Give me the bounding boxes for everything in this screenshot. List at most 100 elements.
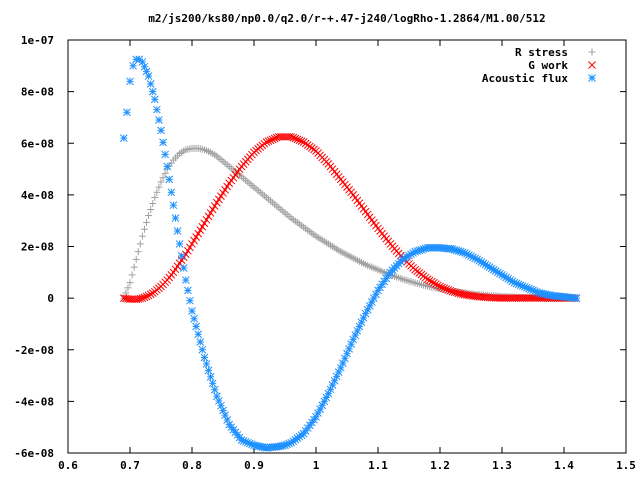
data-point bbox=[200, 353, 209, 362]
data-point bbox=[297, 137, 306, 145]
data-point bbox=[124, 284, 132, 292]
series-r-stress bbox=[120, 144, 580, 302]
data-point bbox=[293, 135, 302, 144]
data-point bbox=[186, 243, 194, 252]
data-point bbox=[262, 138, 271, 146]
data-point bbox=[436, 282, 444, 291]
data-point bbox=[161, 150, 169, 159]
data-point bbox=[134, 248, 142, 256]
data-point bbox=[173, 227, 182, 235]
data-point bbox=[444, 286, 453, 294]
data-point bbox=[186, 296, 194, 305]
data-point bbox=[204, 366, 213, 375]
data-point bbox=[153, 105, 161, 114]
data-point bbox=[138, 232, 146, 240]
x-tick-label: 0.8 bbox=[182, 459, 202, 472]
x-tick-label: 0.7 bbox=[120, 459, 140, 472]
data-point bbox=[159, 138, 167, 147]
data-point bbox=[429, 279, 438, 287]
x-tick-label: 0.6 bbox=[58, 459, 78, 472]
legend-label: Acoustic flux bbox=[482, 72, 568, 85]
legend-marker bbox=[588, 61, 596, 69]
legend-marker bbox=[588, 74, 596, 82]
data-point bbox=[341, 354, 349, 363]
x-tick-label: 0.9 bbox=[244, 459, 264, 472]
data-point bbox=[151, 193, 159, 201]
data-point bbox=[161, 169, 169, 177]
data-point bbox=[159, 174, 167, 182]
data-point bbox=[268, 135, 277, 144]
data-point bbox=[140, 225, 148, 233]
x-tick-label: 1.2 bbox=[430, 459, 450, 472]
x-axis: 0.6 0.7 0.8 0.9 1 1.1 1.2 1.3 1.4 1.5 bbox=[58, 40, 636, 472]
data-point bbox=[147, 206, 155, 214]
data-point bbox=[361, 309, 370, 318]
y-tick-label: 8e-08 bbox=[21, 86, 54, 99]
y-tick-label: 6e-08 bbox=[21, 137, 54, 150]
data-point bbox=[291, 134, 300, 143]
data-point bbox=[427, 277, 436, 286]
data-point bbox=[146, 80, 155, 88]
y-tick-label: 4e-08 bbox=[21, 189, 54, 202]
data-point bbox=[148, 289, 157, 297]
data-point bbox=[130, 263, 138, 271]
data-point bbox=[264, 137, 273, 145]
x-tick-label: 1 bbox=[313, 459, 320, 472]
chart-title: m2/js200/ks80/np0.0/q2.0/r-+.47-j240/log… bbox=[148, 12, 545, 25]
data-point bbox=[190, 236, 198, 245]
data-point bbox=[188, 240, 196, 248]
series-acoustic-flux bbox=[119, 55, 581, 452]
y-tick-label: -6e-08 bbox=[14, 447, 54, 460]
data-point bbox=[270, 134, 279, 143]
data-point bbox=[153, 188, 161, 196]
data-point bbox=[192, 233, 200, 241]
data-point bbox=[196, 338, 205, 346]
data-point bbox=[287, 132, 296, 141]
data-point bbox=[181, 276, 190, 284]
x-tick-label: 1.5 bbox=[616, 459, 636, 472]
data-point bbox=[194, 229, 203, 238]
data-point bbox=[128, 271, 136, 279]
data-point bbox=[179, 264, 188, 272]
data-point bbox=[142, 292, 151, 301]
y-tick-label: 2e-08 bbox=[21, 241, 54, 254]
data-point bbox=[188, 307, 196, 315]
data-point bbox=[140, 293, 149, 302]
x-tick-label: 1.1 bbox=[368, 459, 388, 472]
data-point bbox=[200, 219, 209, 228]
series-layer bbox=[119, 55, 581, 452]
data-point bbox=[432, 280, 440, 288]
y-axis: -6e-08 -4e-08 -2e-08 0 2e-08 4e-08 6e-08 8e-08 1… bbox=[14, 34, 626, 460]
data-point bbox=[148, 87, 157, 96]
data-point bbox=[206, 209, 215, 217]
data-point bbox=[122, 289, 130, 297]
data-point bbox=[155, 116, 163, 124]
data-point bbox=[192, 322, 200, 331]
data-point bbox=[126, 279, 134, 287]
data-point bbox=[136, 240, 144, 248]
data-point bbox=[165, 175, 174, 184]
data-point bbox=[146, 290, 155, 299]
legend-label: G work bbox=[528, 59, 568, 72]
data-point bbox=[446, 286, 455, 295]
data-point bbox=[181, 250, 190, 259]
data-point bbox=[425, 276, 434, 285]
data-point bbox=[190, 314, 198, 323]
legend-label: R stress bbox=[515, 46, 568, 59]
data-point bbox=[196, 226, 205, 235]
data-point bbox=[157, 178, 165, 186]
data-point bbox=[167, 188, 176, 197]
data-point bbox=[295, 136, 304, 145]
y-tick-label: -4e-08 bbox=[14, 395, 54, 408]
data-point bbox=[177, 252, 186, 260]
data-point bbox=[144, 291, 153, 300]
data-point bbox=[572, 294, 581, 302]
data-point bbox=[155, 183, 163, 191]
data-point bbox=[289, 133, 298, 142]
data-point bbox=[149, 199, 157, 207]
data-point bbox=[423, 275, 432, 284]
data-point bbox=[144, 72, 153, 80]
